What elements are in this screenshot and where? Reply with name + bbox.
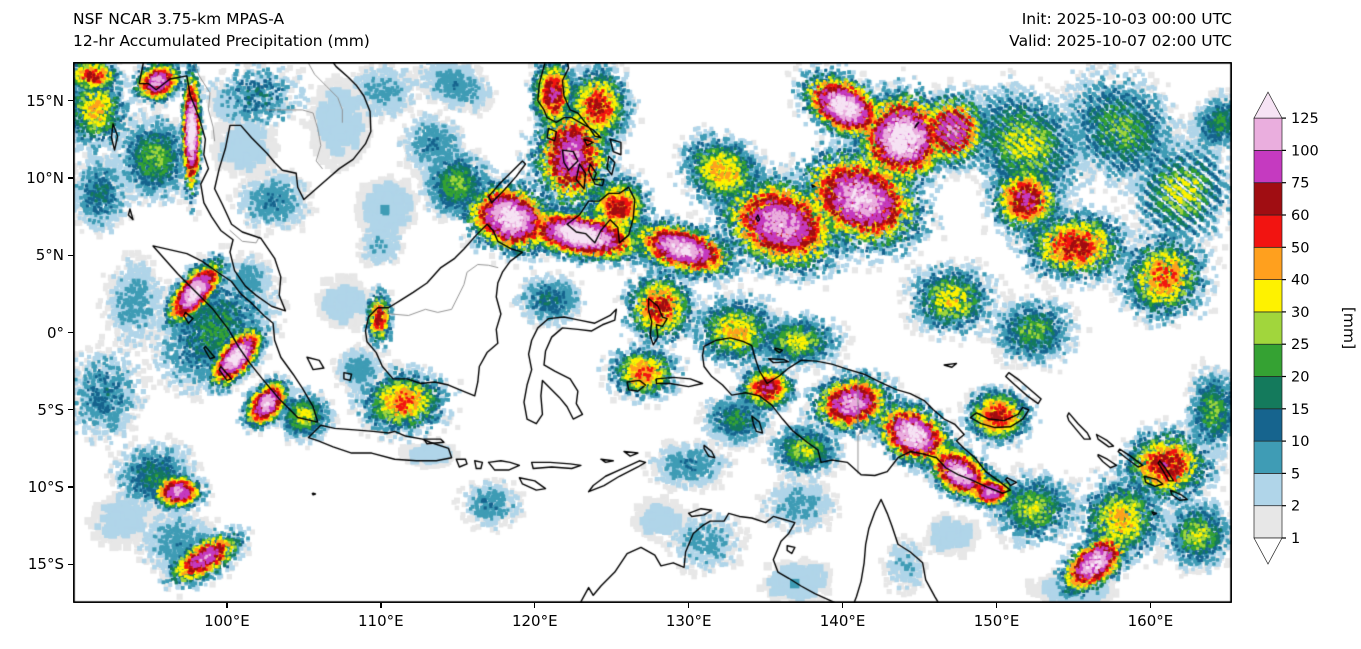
colorbar-band <box>1253 473 1283 507</box>
colorbar-band <box>1253 343 1283 377</box>
x-tick-mark <box>687 603 690 608</box>
y-tick-mark <box>68 254 73 256</box>
x-tick-label: 140°E <box>819 612 866 630</box>
x-tick-label: 130°E <box>665 612 712 630</box>
y-tick-mark <box>68 409 73 411</box>
y-tick-label: 10°S <box>27 478 64 497</box>
y-tick-label: 10°N <box>26 168 64 187</box>
colorbar-band <box>1253 311 1283 345</box>
colorbar-unit-label: [mm] <box>1340 307 1358 349</box>
y-tick-label: 5°S <box>37 400 64 419</box>
y-tick-label: 0° <box>46 323 64 342</box>
colorbar-band <box>1253 117 1283 151</box>
colorbar-tick-label: 20 <box>1291 370 1309 386</box>
x-tick-label: 120°E <box>511 612 558 630</box>
colorbar-tick-label: 25 <box>1291 337 1309 353</box>
valid-time: Valid: 2025-10-07 02:00 UTC <box>1009 32 1232 50</box>
colorbar-tick-label: 100 <box>1291 143 1319 159</box>
colorbar-tick-label: 1 <box>1291 531 1300 547</box>
x-tick-mark <box>226 603 228 608</box>
colorbar-over-arrow <box>1253 91 1283 119</box>
y-tick-label: 5°N <box>35 246 64 265</box>
colorbar-tick-label: 125 <box>1291 111 1319 127</box>
colorbar-band <box>1253 376 1283 410</box>
x-tick-mark <box>1149 603 1152 608</box>
colorbar-tick-label: 2 <box>1291 499 1300 515</box>
precip-map <box>73 62 1232 603</box>
colorbar-tick-label: 10 <box>1291 434 1309 450</box>
colorbar-tick-label: 75 <box>1291 176 1309 192</box>
colorbar-band <box>1253 214 1283 248</box>
colorbar-tick-label: 15 <box>1291 402 1309 418</box>
colorbar-band <box>1253 246 1283 280</box>
colorbar-band <box>1253 150 1283 184</box>
colorbar-under-arrow <box>1253 537 1283 565</box>
y-tick-mark <box>68 177 73 179</box>
y-tick-mark <box>68 486 73 488</box>
colorbar-tick-label: 30 <box>1291 305 1309 321</box>
map-panel <box>73 62 1232 603</box>
y-tick-mark <box>68 99 73 102</box>
x-tick-mark <box>841 603 844 608</box>
colorbar-band <box>1253 182 1283 216</box>
x-tick-mark <box>380 603 382 608</box>
x-tick-label: 150°E <box>973 612 1020 630</box>
colorbar-band <box>1253 440 1283 474</box>
init-time: Init: 2025-10-03 00:00 UTC <box>1021 10 1232 28</box>
x-tick-label: 160°E <box>1127 612 1174 630</box>
colorbar-tick-label: 60 <box>1291 208 1309 224</box>
model-title: NSF NCAR 3.75-km MPAS-A <box>73 10 285 28</box>
colorbar-band <box>1253 279 1283 313</box>
colorbar-band <box>1253 505 1283 539</box>
x-tick-label: 110°E <box>358 612 404 630</box>
colorbar-band <box>1253 408 1283 442</box>
x-tick-mark <box>995 603 998 608</box>
colorbar-tick-label: 5 <box>1291 466 1300 482</box>
y-tick-label: 15°N <box>26 91 64 110</box>
y-tick-mark <box>68 331 73 334</box>
x-tick-mark <box>534 603 536 608</box>
y-tick-label: 15°S <box>27 555 64 574</box>
colorbar-tick-label: 40 <box>1291 273 1309 289</box>
title-block: NSF NCAR 3.75-km MPAS-A 12-hr Accumulate… <box>73 8 370 52</box>
colorbar-tick-label: 50 <box>1291 240 1309 256</box>
x-tick-label: 100°E <box>204 612 250 630</box>
product-title: 12-hr Accumulated Precipitation (mm) <box>73 32 370 50</box>
time-block: Init: 2025-10-03 00:00 UTC Valid: 2025-1… <box>1009 8 1232 52</box>
y-tick-mark <box>68 563 73 566</box>
